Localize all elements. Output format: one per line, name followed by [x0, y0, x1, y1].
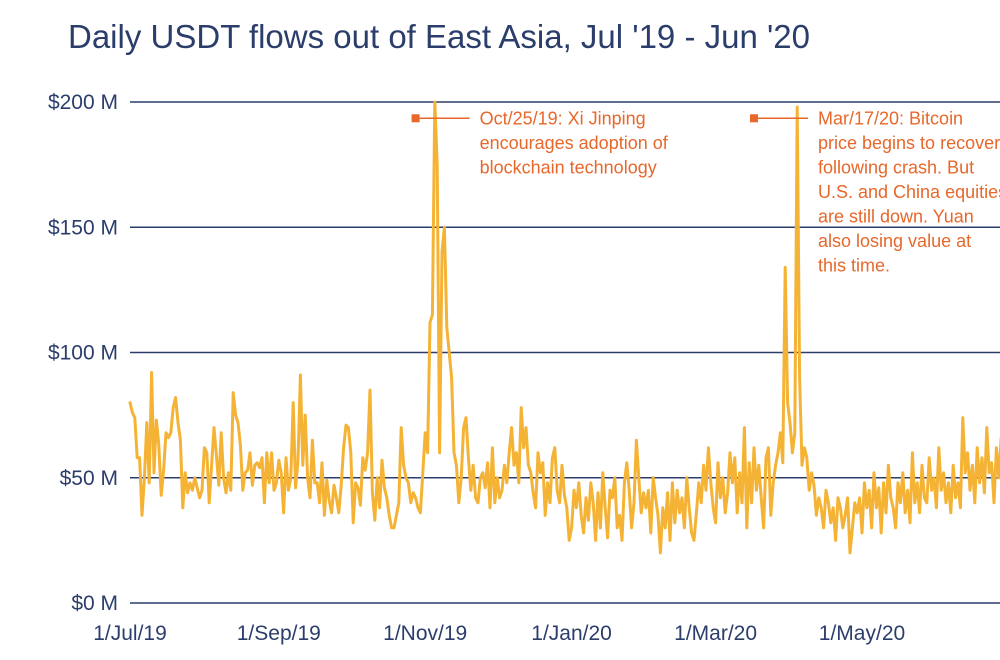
y-tick-label-100: $100 M	[48, 342, 118, 365]
x-tick-label: 1/Jan/20	[531, 622, 612, 645]
annotation-line: encourages adoption of	[480, 133, 669, 153]
x-axis-ticks: 1/Jul/19 1/Sep/19 1/Nov/19 1/Jan/20 1/Mar/20…	[93, 622, 905, 645]
y-tick-label-150: $150 M	[48, 216, 118, 239]
annotation-line: this time.	[818, 255, 890, 275]
annotation-line: are still down. Yuan	[818, 206, 974, 226]
grid-lines	[130, 101, 1000, 604]
annotation-line: Oct/25/19: Xi Jinping	[480, 108, 646, 128]
annotation-line: U.S. and China equities	[818, 182, 1000, 202]
series-line-0	[128, 100, 1000, 555]
series-layer	[128, 100, 1000, 555]
x-tick-label: 1/Sep/19	[237, 622, 321, 645]
annotation-text-1: Mar/17/20: Bitcoin price begins to recove…	[818, 108, 1000, 275]
annotations: Oct/25/19: Xi Jinping encourages adoption…	[411, 108, 1000, 275]
chart-title: Daily USDT flows out of East Asia, Jul '…	[68, 18, 810, 55]
annotation-marker-1	[750, 114, 758, 123]
x-tick-label: 1/Jul/19	[93, 622, 167, 645]
annotation-line: price begins to recover	[818, 133, 1000, 153]
x-tick-label: 1/May/20	[819, 622, 905, 645]
annotation-marker-0	[411, 114, 420, 123]
y-tick-label-0: $0 M	[71, 592, 118, 615]
annotation-line: Mar/17/20: Bitcoin	[818, 108, 963, 128]
annotation-line: following crash. But	[818, 157, 974, 177]
annotation-text-0: Oct/25/19: Xi Jinping encourages adoption…	[480, 108, 669, 177]
x-tick-label: 1/Nov/19	[383, 622, 467, 645]
x-tick-label: 1/Mar/20	[674, 622, 757, 645]
y-tick-label-200: $200 M	[48, 91, 118, 114]
annotation-line: blockchain technology	[480, 157, 657, 177]
y-axis-ticks: $0 M $50 M $100 M $150 M $200 M	[48, 91, 118, 615]
y-tick-label-50: $50 M	[60, 467, 118, 490]
annotation-line: also losing value at	[818, 231, 971, 251]
